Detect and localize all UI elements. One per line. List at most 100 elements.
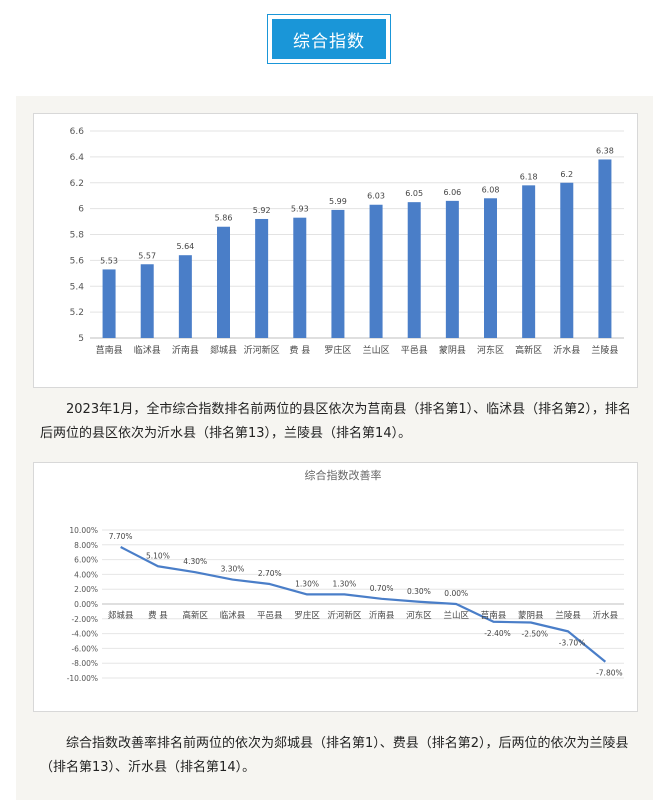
data-label: 6.2 <box>560 170 573 179</box>
y-tick-label: 6.2 <box>70 179 84 189</box>
y-tick-label: 5.4 <box>70 282 85 292</box>
paragraph-2: 综合指数改善率排名前两位的依次为郯城县（排名第1）、费县（排名第2），后两位的依… <box>40 736 629 775</box>
data-label: 5.92 <box>253 206 271 215</box>
data-label: 2.70% <box>258 569 282 578</box>
series-line <box>120 546 607 663</box>
data-label: 4.30% <box>183 557 207 566</box>
x-tick-label: 临沭县 <box>220 610 246 621</box>
data-label: -2.40% <box>484 629 511 638</box>
chart-title: 综合指数改善率 <box>305 468 382 482</box>
x-tick-label: 沂南县 <box>369 610 395 621</box>
y-tick-label: 6.4 <box>70 153 85 163</box>
bar <box>522 185 536 338</box>
data-label: 6.03 <box>367 192 385 201</box>
x-tick-label: 兰山区 <box>443 610 469 621</box>
x-tick-label: 莒南县 <box>481 610 507 621</box>
bar-chart: 55.25.45.65.866.26.46.65.53莒南县5.57临沭县5.6… <box>70 127 624 356</box>
x-tick-label: 高新区 <box>182 610 208 621</box>
x-tick-label: 沂河新区 <box>244 344 280 356</box>
x-tick-label: 平邑县 <box>401 345 428 356</box>
x-tick-label: 河东区 <box>406 610 432 621</box>
y-tick-label: 5.2 <box>70 308 84 318</box>
x-tick-label: 费 县 <box>289 344 310 356</box>
y-tick-label: -10.00% <box>67 674 98 683</box>
y-tick-label: 6.00% <box>74 556 98 565</box>
bar <box>407 202 421 338</box>
y-tick-label: 5 <box>78 334 84 344</box>
data-label: 6.38 <box>596 146 614 155</box>
data-label: 5.53 <box>100 256 118 265</box>
data-label: -7.80% <box>596 669 623 678</box>
data-label: 0.00% <box>444 589 468 598</box>
bar <box>217 226 230 338</box>
x-tick-label: 兰山区 <box>363 344 390 356</box>
bar <box>293 217 307 338</box>
y-tick-label: -6.00% <box>71 644 98 653</box>
bar <box>140 264 154 338</box>
bar <box>102 269 116 338</box>
y-tick-label: 0.00% <box>74 600 98 609</box>
y-tick-label: 10.00% <box>69 526 98 535</box>
x-tick-label: 兰陵县 <box>591 344 618 356</box>
data-label: 5.57 <box>138 251 156 260</box>
data-label: 6.05 <box>405 189 423 198</box>
y-tick-label: 6.6 <box>70 127 85 137</box>
x-tick-label: 临沭县 <box>134 344 161 356</box>
bar <box>331 209 345 338</box>
x-tick-label: 兰陵县 <box>555 610 581 621</box>
data-label: 5.99 <box>329 197 347 206</box>
x-tick-label: 蒙阴县 <box>439 344 466 356</box>
x-tick-label: 高新区 <box>515 344 542 356</box>
x-tick-label: 沂水县 <box>553 344 580 356</box>
bar <box>369 204 383 338</box>
x-tick-label: 费 县 <box>148 610 168 621</box>
bar <box>484 198 497 338</box>
x-tick-label: 沂水县 <box>593 610 619 621</box>
y-tick-label: 5.6 <box>70 256 85 266</box>
bar <box>255 218 269 338</box>
y-tick-label: 4.00% <box>74 570 98 579</box>
data-label: 5.86 <box>215 214 233 223</box>
paragraph-1: 2023年1月，全市综合指数排名前两位的县区依次为莒南县（排名第1）、临沭县（排… <box>40 402 631 441</box>
data-label: 5.64 <box>176 242 194 251</box>
data-label: 5.10% <box>146 551 170 560</box>
x-tick-label: 平邑县 <box>257 611 283 621</box>
y-tick-label: -2.00% <box>71 615 98 624</box>
data-label: 6.08 <box>482 185 500 194</box>
data-label: 0.30% <box>407 587 431 596</box>
y-tick-label: 8.00% <box>74 541 98 550</box>
y-tick-label: 5.8 <box>70 231 85 241</box>
data-label: 3.30% <box>221 565 245 574</box>
data-label: 6.18 <box>520 172 538 181</box>
x-tick-label: 莒南县 <box>96 344 123 356</box>
x-tick-label: 沂河新区 <box>327 610 362 621</box>
y-tick-label: -8.00% <box>71 659 98 668</box>
line-chart-box: 综合指数改善率 -10.00% -8.00% -6.00% -4.00% -2.00% 0.… <box>33 462 638 712</box>
content-panel: 5 5.2 5.4 5.6 5.8 6 6.2 6.4 6.6 5.53 莒南县 5.57 临沭县 5.6… <box>16 96 653 800</box>
bar <box>598 159 612 338</box>
x-tick-label: 河东区 <box>477 344 504 356</box>
y-tick-label: -4.00% <box>71 630 98 639</box>
x-tick-label: 郯城县 <box>108 610 134 621</box>
y-tick-label: 6 <box>78 205 84 215</box>
data-label: -3.70% <box>559 638 586 647</box>
line-chart: 综合指数改善率 -10.00% -8.00% -6.00% -4.00% -2.00% 0.… <box>67 468 624 683</box>
data-label: 5.93 <box>291 205 309 214</box>
bar <box>445 200 459 338</box>
bar <box>178 255 192 338</box>
bar-chart-box: 5 5.2 5.4 5.6 5.8 6 6.2 6.4 6.6 5.53 莒南县 5.57 临沭县 5.6… <box>33 113 638 388</box>
data-label: -2.50% <box>522 630 549 639</box>
bar <box>560 182 574 338</box>
data-label: 6.06 <box>443 188 461 197</box>
section-title: 综合指数 <box>272 19 386 59</box>
data-label: 7.70% <box>109 532 133 541</box>
data-label: 0.70% <box>370 584 394 593</box>
x-tick-label: 沂南县 <box>172 344 199 356</box>
data-label: 1.30% <box>332 579 356 588</box>
x-tick-label: 罗庄区 <box>294 610 320 621</box>
x-tick-label: 罗庄区 <box>324 344 351 356</box>
y-tick-label: 2.00% <box>74 585 98 594</box>
data-label: 1.30% <box>295 579 319 588</box>
x-tick-label: 蒙阴县 <box>518 610 544 621</box>
title-frame: 综合指数 <box>267 14 391 64</box>
